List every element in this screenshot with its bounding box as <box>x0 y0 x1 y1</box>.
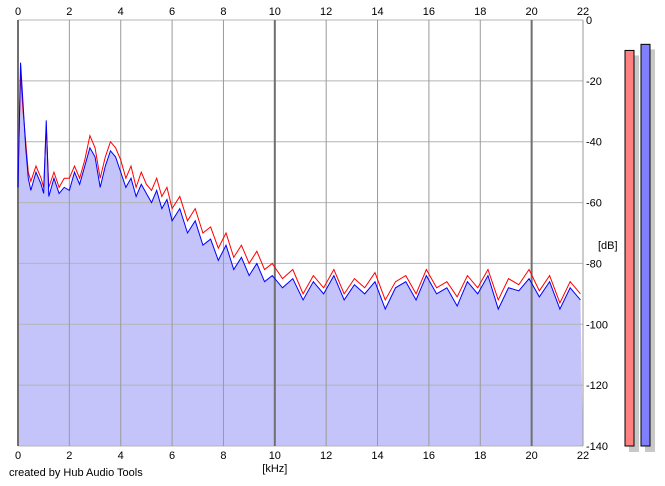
spectrum-fill <box>18 62 583 446</box>
y-tick-label: -60 <box>586 198 602 210</box>
x-tick-label-bottom: 8 <box>220 450 226 462</box>
x-tick-label-top: 0 <box>15 6 21 18</box>
x-tick-label-bottom: 6 <box>169 450 175 462</box>
x-tick-label-top: 20 <box>526 6 538 18</box>
x-tick-label-bottom: 12 <box>320 450 332 462</box>
x-tick-label-bottom: 22 <box>577 450 589 462</box>
x-tick-label-top: 6 <box>169 6 175 18</box>
x-tick-label-top: 16 <box>423 6 435 18</box>
x-tick-label-bottom: 4 <box>118 450 124 462</box>
credit-text: created by Hub Audio Tools <box>9 467 143 479</box>
x-tick-label-top: 22 <box>577 6 589 18</box>
x-tick-label-bottom: 20 <box>526 450 538 462</box>
y-tick-label: -120 <box>586 380 608 392</box>
y-axis-label: [dB] <box>598 240 618 252</box>
x-tick-label-bottom: 0 <box>15 450 21 462</box>
x-tick-label-top: 4 <box>118 6 124 18</box>
x-tick-label-top: 2 <box>66 6 72 18</box>
level-meter-right <box>640 43 651 447</box>
y-tick-label: -100 <box>586 319 608 331</box>
series-line-blue <box>17 62 581 311</box>
y-tick-label: -140 <box>586 441 608 453</box>
x-tick-label-bottom: 16 <box>423 450 435 462</box>
x-tick-label-bottom: 2 <box>66 450 72 462</box>
x-tick-label-bottom: 14 <box>371 450 383 462</box>
y-tick-label: -80 <box>586 258 602 270</box>
x-tick-label-top: 18 <box>474 6 486 18</box>
x-tick-label-top: 12 <box>320 6 332 18</box>
x-tick-label-top: 14 <box>371 6 383 18</box>
y-tick-label: -20 <box>586 76 602 88</box>
level-meter-left <box>624 49 635 447</box>
x-tick-label-bottom: 18 <box>474 450 486 462</box>
x-tick-label-top: 8 <box>220 6 226 18</box>
x-tick-label-bottom: 10 <box>269 450 281 462</box>
series-line-red <box>17 74 581 305</box>
x-axis-label: [kHz] <box>262 463 287 475</box>
y-tick-label: -40 <box>586 137 602 149</box>
y-tick-label: 0 <box>586 15 592 27</box>
x-tick-label-top: 10 <box>269 6 281 18</box>
